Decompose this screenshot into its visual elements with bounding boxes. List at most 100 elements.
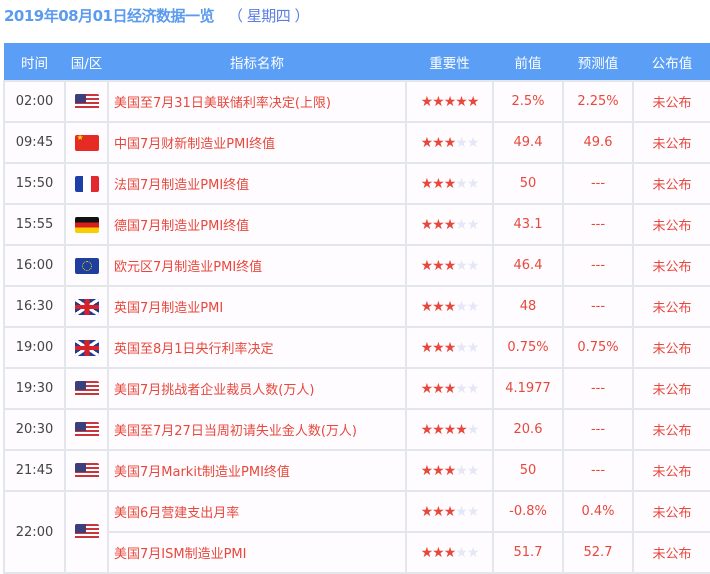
table-row: 16:30 英国7月制造业PMI ★★★★★ 48 --- 未公布 <box>3 285 710 328</box>
page-title: 2019年08月01日经济数据一览 （ 星期四 ） <box>4 5 310 26</box>
indicator-name[interactable]: 英国至8月1日央行利率决定 <box>107 326 407 369</box>
star-icon: ★ <box>466 216 480 233</box>
country-cell <box>64 367 109 410</box>
forecast-value: --- <box>562 449 634 492</box>
star-icon: ★ <box>443 175 457 192</box>
importance-stars: ★★★★★ <box>405 162 494 205</box>
indicator-name[interactable]: 美国7月挑战者企业裁员人数(万人) <box>107 367 407 410</box>
flag-cn-icon <box>74 134 99 151</box>
actual-value: 未公布 <box>632 162 710 205</box>
flag-us-icon <box>74 524 99 540</box>
star-icon: ★ <box>466 298 480 315</box>
star-icon: ★ <box>432 298 445 315</box>
col-actual: 公布值 <box>633 43 710 81</box>
col-forecast: 预测值 <box>563 43 633 81</box>
star-icon: ★ <box>455 503 468 520</box>
actual-value: 未公布 <box>632 367 710 410</box>
star-icon: ★ <box>443 216 457 233</box>
time-cell: 15:50 <box>3 162 66 205</box>
star-icon: ★ <box>432 93 445 110</box>
time-cell: 19:00 <box>3 326 66 369</box>
indicator-name[interactable]: 美国7月Markit制造业PMI终值 <box>107 449 407 492</box>
table-row: 09:45中国7月财新制造业PMI终值 ★★★★★ 49.4 49.6 未公布 <box>3 121 710 164</box>
forecast-value: --- <box>562 203 634 246</box>
importance-stars: ★★★★★ <box>405 449 494 492</box>
table-row: 美国7月ISM制造业PMI ★★★★★ 51.7 52.7 未公布 <box>4 531 710 574</box>
flag-us-icon <box>74 421 99 438</box>
indicator-name[interactable]: 美国6月营建支出月率 <box>107 490 407 533</box>
star-icon: ★ <box>455 298 468 315</box>
weekday: （ 星期四 ） <box>228 7 310 25</box>
previous-value: 2.5% <box>492 80 564 123</box>
table-row: 19:30 美国7月挑战者企业裁员人数(万人) ★★★★★ 4.1977 --- … <box>3 367 710 410</box>
importance-stars: ★★★★★ <box>405 490 494 533</box>
time-cell: 22:00 <box>3 490 66 574</box>
country-cell <box>64 326 109 369</box>
importance-stars: ★★★★★ <box>405 326 494 369</box>
actual-value: 未公布 <box>632 121 710 164</box>
country-cell <box>64 408 109 451</box>
star-icon: ★ <box>432 380 445 397</box>
country-cell <box>64 490 109 574</box>
star-icon: ★ <box>466 462 480 479</box>
time-cell: 09:45 <box>3 121 66 164</box>
star-icon: ★ <box>443 134 457 151</box>
star-icon: ★ <box>420 257 434 274</box>
forecast-value: --- <box>562 408 634 451</box>
actual-value: 未公布 <box>632 449 710 492</box>
star-icon: ★ <box>466 421 480 438</box>
star-icon: ★ <box>455 134 468 151</box>
previous-value: -0.8% <box>492 490 564 533</box>
flag-eu-icon <box>74 257 99 274</box>
time-cell: 21:45 <box>3 449 66 492</box>
previous-value: 50 <box>492 449 564 492</box>
actual-value: 未公布 <box>632 244 710 287</box>
flag-uk-icon <box>74 339 99 356</box>
previous-value: 4.1977 <box>492 367 564 410</box>
star-icon: ★ <box>420 421 434 438</box>
actual-value: 未公布 <box>632 531 710 574</box>
table-row: 02:00 美国至7月31日美联储利率决定(上限) ★★★★★ 2.5% 2.25… <box>3 80 710 123</box>
indicator-name[interactable]: 欧元区7月制造业PMI终值 <box>107 244 407 287</box>
star-icon: ★ <box>455 339 468 356</box>
actual-value: 未公布 <box>632 326 710 369</box>
indicator-name[interactable]: 美国至7月31日美联储利率决定(上限) <box>107 80 407 123</box>
indicator-name[interactable]: 法国7月制造业PMI终值 <box>107 162 407 205</box>
indicator-name[interactable]: 英国7月制造业PMI <box>107 285 407 328</box>
col-time: 时间 <box>4 43 65 81</box>
indicator-name[interactable]: 中国7月财新制造业PMI终值 <box>107 121 407 164</box>
indicator-name[interactable]: 美国至7月27日当周初请失业金人数(万人) <box>107 408 407 451</box>
country-cell <box>64 80 109 123</box>
star-icon: ★ <box>432 421 445 438</box>
star-icon: ★ <box>443 421 457 438</box>
flag-fr-icon <box>74 175 99 192</box>
star-icon: ★ <box>443 503 457 520</box>
star-icon: ★ <box>443 93 457 110</box>
star-icon: ★ <box>466 93 480 110</box>
star-icon: ★ <box>432 544 445 561</box>
actual-value: 未公布 <box>632 285 710 328</box>
star-icon: ★ <box>455 175 468 192</box>
actual-value: 未公布 <box>632 490 710 533</box>
star-icon: ★ <box>432 503 445 520</box>
indicator-name[interactable]: 美国7月ISM制造业PMI <box>107 531 407 574</box>
star-icon: ★ <box>420 544 434 561</box>
flag-uk-icon <box>74 298 99 315</box>
forecast-value: 0.4% <box>562 490 634 533</box>
country-cell <box>64 449 109 492</box>
importance-stars: ★★★★★ <box>405 285 494 328</box>
star-icon: ★ <box>443 298 457 315</box>
flag-us-icon <box>74 93 99 110</box>
importance-stars: ★★★★★ <box>405 80 494 123</box>
star-icon: ★ <box>420 175 434 192</box>
table-row: 20:30 美国至7月27日当周初请失业金人数(万人) ★★★★★ 20.6 --… <box>3 408 710 451</box>
forecast-value: --- <box>562 285 634 328</box>
star-icon: ★ <box>443 257 457 274</box>
importance-stars: ★★★★★ <box>405 531 494 574</box>
indicator-name[interactable]: 德国7月制造业PMI终值 <box>107 203 407 246</box>
forecast-value: 52.7 <box>562 531 634 574</box>
time-cell: 20:30 <box>3 408 66 451</box>
star-icon: ★ <box>432 257 445 274</box>
title-text: 2019年08月01日经济数据一览 <box>4 7 215 25</box>
star-icon: ★ <box>443 339 457 356</box>
